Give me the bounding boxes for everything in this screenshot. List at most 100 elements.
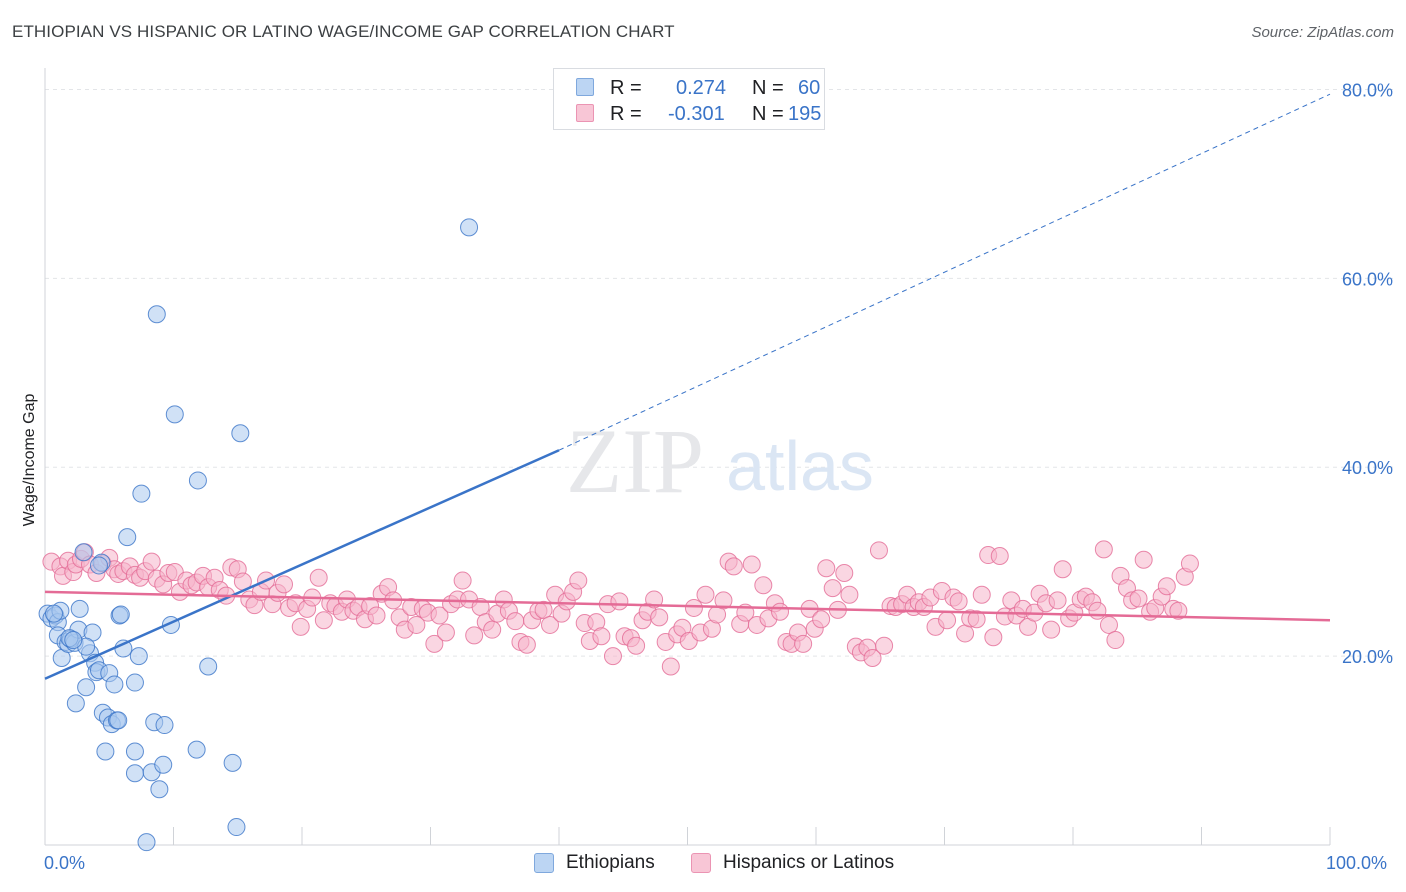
ethiopian-point: [132, 484, 151, 503]
stats-n-label: N =: [752, 77, 784, 99]
stats-n-label: N =: [752, 103, 784, 125]
hispanic-point: [835, 564, 854, 582]
hispanic-point: [714, 591, 733, 610]
hispanic-point: [506, 612, 525, 631]
ethiopian-point: [231, 424, 250, 443]
ethiopian-point: [125, 742, 144, 761]
hispanic-point: [465, 626, 484, 645]
ethiopian-point: [125, 673, 144, 692]
stats-r-value: -0.301: [668, 103, 725, 125]
ethiopian-point: [70, 599, 89, 618]
y-tick-label: 20.0%: [1342, 647, 1393, 667]
watermark: ZIP atlas: [566, 410, 874, 512]
hispanic-point: [291, 617, 310, 636]
hispanic-point: [517, 635, 536, 654]
stats-r-label: R =: [610, 77, 642, 99]
hispanic-point: [754, 576, 773, 595]
ethiopian-trend-line: [44, 449, 560, 680]
hispanic-point: [949, 592, 968, 611]
ethiopian-point: [125, 764, 144, 783]
legend-label: Hispanics or Latinos: [723, 852, 895, 873]
y-tick-label: 60.0%: [1342, 269, 1393, 289]
ethiopian-point: [118, 528, 137, 547]
ethiopian-point: [147, 305, 166, 324]
ethiopian-point: [187, 740, 206, 759]
y-tick-label: 40.0%: [1342, 458, 1393, 478]
watermark-zip: ZIP: [566, 410, 704, 512]
hispanic-point: [724, 557, 743, 576]
ethiopian-point: [199, 657, 218, 676]
hispanic-point: [972, 585, 991, 604]
stats-n-value: 60: [798, 77, 821, 99]
hispanic-point: [534, 600, 553, 619]
hispanic-point: [1134, 550, 1153, 569]
ethiopian-point: [105, 675, 124, 694]
hispanic-point: [840, 585, 859, 604]
hispanic-point: [1106, 631, 1125, 650]
hispanic-point: [696, 585, 715, 604]
hispanic-trend-line: [44, 590, 1331, 622]
hispanic-point: [650, 608, 669, 627]
legend-swatch-pink: [691, 853, 711, 873]
ethiopian-point: [154, 755, 173, 774]
ethiopian-point: [155, 716, 174, 735]
stats-n-value: 195: [788, 103, 822, 125]
legend-label: Ethiopians: [566, 852, 655, 873]
x-axis-max-label: 100.0%: [1326, 853, 1388, 873]
ethiopian-point: [460, 218, 479, 237]
hispanic-point: [1129, 589, 1148, 608]
hispanic-point: [771, 602, 790, 621]
hispanic-point: [1053, 560, 1072, 579]
ethiopian-point: [96, 742, 115, 761]
hispanic-point: [1169, 601, 1188, 620]
hispanic-point: [425, 634, 444, 653]
hispanic-point: [967, 610, 986, 629]
hispanic-point: [592, 627, 611, 646]
ethiopian-point: [111, 605, 130, 624]
ethiopian-point: [66, 694, 85, 713]
hispanic-points: [42, 540, 1199, 676]
hispanic-point: [367, 606, 386, 625]
hispanic-point: [314, 611, 333, 630]
hispanic-point: [794, 634, 813, 653]
ethiopian-point: [227, 818, 246, 837]
hispanic-point: [1094, 540, 1113, 559]
hispanic-point: [541, 615, 560, 634]
hispanic-point: [984, 628, 1003, 647]
hispanic-point: [869, 541, 888, 560]
hispanic-point: [990, 547, 1009, 565]
hispanic-point: [956, 624, 975, 643]
hispanic-point: [875, 636, 894, 655]
y-tick-labels: 20.0% 40.0% 60.0% 80.0%: [1342, 80, 1393, 667]
stats-swatch-blue: [576, 78, 594, 96]
stats-r-value: 0.274: [676, 77, 727, 99]
source-label: Source: ZipAtlas.com: [1251, 24, 1394, 41]
hispanic-point: [863, 649, 882, 667]
hispanic-point: [742, 555, 761, 574]
axes: [44, 68, 1331, 846]
hispanic-point: [1099, 615, 1118, 634]
hispanic-point: [817, 559, 836, 578]
hispanic-point: [569, 571, 588, 590]
trend-lines: [44, 93, 1331, 680]
ethiopian-point: [223, 753, 242, 772]
ethiopian-points: [38, 218, 479, 852]
hispanic-point: [661, 657, 680, 676]
ethiopian-point: [129, 647, 148, 666]
hispanic-point: [823, 579, 842, 598]
x-axis-min-label: 0.0%: [44, 853, 86, 873]
ethiopian-point: [77, 678, 96, 697]
hispanic-point: [436, 623, 455, 642]
hispanic-point: [1042, 620, 1061, 639]
stats-r-label: R =: [610, 103, 642, 125]
ethiopian-point: [165, 405, 184, 424]
hispanic-point: [1088, 601, 1107, 620]
hispanic-point: [142, 552, 161, 571]
watermark-atlas: atlas: [726, 427, 874, 505]
hispanic-point: [938, 611, 957, 630]
hispanic-point: [1157, 577, 1176, 596]
ethiopian-point: [188, 471, 207, 490]
hispanic-point: [812, 610, 831, 629]
hispanic-point: [407, 615, 426, 634]
